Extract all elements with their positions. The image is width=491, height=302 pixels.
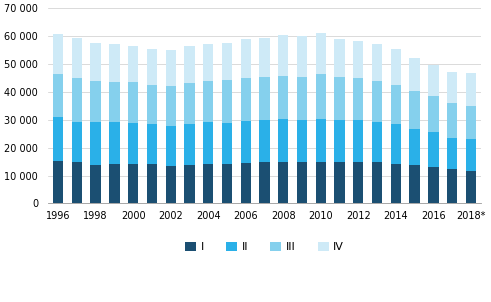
Bar	[466, 139, 476, 171]
Bar	[184, 124, 194, 165]
Bar	[466, 73, 476, 105]
Bar	[90, 81, 101, 122]
Bar	[466, 105, 476, 139]
Bar	[53, 74, 63, 117]
Bar	[466, 171, 476, 204]
Bar	[372, 122, 382, 162]
Bar	[278, 119, 288, 162]
Bar	[222, 123, 232, 164]
Bar	[428, 132, 438, 167]
Bar	[241, 39, 251, 78]
Bar	[372, 162, 382, 204]
Bar	[128, 123, 138, 164]
Bar	[109, 164, 119, 204]
Bar	[203, 122, 214, 164]
Bar	[259, 77, 270, 120]
Bar	[316, 74, 326, 119]
Legend: I, II, III, IV: I, II, III, IV	[180, 237, 349, 256]
Bar	[90, 122, 101, 165]
Bar	[109, 82, 119, 122]
Bar	[259, 38, 270, 77]
Bar	[297, 77, 307, 120]
Bar	[109, 44, 119, 82]
Bar	[334, 39, 345, 77]
Bar	[222, 164, 232, 204]
Bar	[203, 164, 214, 204]
Bar	[222, 43, 232, 80]
Bar	[165, 50, 176, 86]
Bar	[391, 124, 401, 164]
Bar	[428, 167, 438, 204]
Bar	[391, 49, 401, 85]
Bar	[447, 169, 457, 204]
Bar	[353, 78, 363, 120]
Bar	[409, 58, 420, 91]
Bar	[316, 162, 326, 204]
Bar	[297, 120, 307, 162]
Bar	[53, 161, 63, 204]
Bar	[334, 77, 345, 120]
Bar	[72, 78, 82, 122]
Bar	[353, 41, 363, 78]
Bar	[447, 138, 457, 169]
Bar	[165, 86, 176, 126]
Bar	[147, 124, 157, 164]
Bar	[391, 164, 401, 204]
Bar	[53, 34, 63, 74]
Bar	[53, 117, 63, 161]
Bar	[278, 76, 288, 119]
Bar	[259, 120, 270, 162]
Bar	[90, 165, 101, 204]
Bar	[297, 162, 307, 204]
Bar	[409, 129, 420, 165]
Bar	[372, 81, 382, 122]
Bar	[184, 165, 194, 204]
Bar	[334, 120, 345, 162]
Bar	[147, 50, 157, 85]
Bar	[184, 46, 194, 83]
Bar	[316, 33, 326, 74]
Bar	[128, 82, 138, 123]
Bar	[72, 38, 82, 78]
Bar	[278, 35, 288, 76]
Bar	[353, 162, 363, 204]
Bar	[128, 46, 138, 82]
Bar	[428, 65, 438, 96]
Bar	[278, 162, 288, 204]
Bar	[409, 91, 420, 129]
Bar	[447, 103, 457, 138]
Bar	[72, 122, 82, 162]
Bar	[109, 122, 119, 164]
Bar	[147, 164, 157, 204]
Bar	[90, 43, 101, 81]
Bar	[334, 162, 345, 204]
Bar	[165, 166, 176, 204]
Bar	[184, 83, 194, 124]
Bar	[203, 44, 214, 81]
Bar	[72, 162, 82, 204]
Bar	[203, 81, 214, 122]
Bar	[316, 119, 326, 162]
Bar	[222, 80, 232, 123]
Bar	[147, 85, 157, 124]
Bar	[297, 36, 307, 77]
Bar	[128, 164, 138, 204]
Bar	[259, 162, 270, 204]
Bar	[447, 72, 457, 103]
Bar	[428, 96, 438, 132]
Bar	[353, 120, 363, 162]
Bar	[409, 165, 420, 204]
Bar	[241, 163, 251, 204]
Bar	[241, 120, 251, 163]
Bar	[391, 85, 401, 124]
Bar	[165, 126, 176, 166]
Bar	[241, 78, 251, 120]
Bar	[372, 44, 382, 81]
